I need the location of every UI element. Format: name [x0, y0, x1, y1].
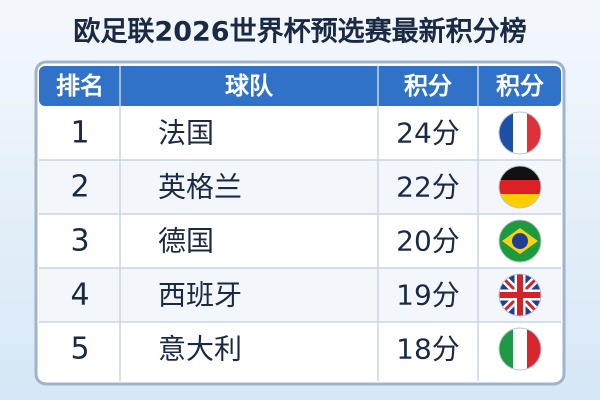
table-header — [39, 66, 561, 106]
team: 意大利 — [158, 333, 242, 366]
column-header: 排名 — [56, 72, 104, 100]
column-header: 球队 — [225, 72, 274, 100]
flag-italy — [498, 327, 542, 371]
flag-uk — [498, 273, 542, 317]
points: 20分 — [396, 225, 460, 258]
flag-germany — [498, 165, 542, 209]
points: 19分 — [396, 279, 460, 312]
table-frame — [34, 60, 566, 386]
row-stripes — [39, 160, 561, 322]
flag-france — [498, 111, 542, 155]
rank: 5 — [70, 332, 89, 367]
rank: 3 — [70, 224, 89, 259]
rank: 4 — [70, 278, 89, 313]
title: 欧足联2026世界杯预选赛最新积分榜 — [73, 16, 526, 48]
points: 18分 — [396, 333, 460, 366]
team: 德国 — [158, 225, 214, 258]
team: 英格兰 — [158, 171, 242, 204]
team: 西班牙 — [158, 279, 242, 312]
points: 22分 — [396, 171, 460, 204]
team: 法国 — [158, 117, 214, 150]
table-body: 1 法国 24分 2 英格兰 22分 3 德国 20分 4 西班牙 19分 5 意大利 18分 — [70, 116, 459, 367]
grid — [39, 66, 561, 381]
points: 24分 — [396, 117, 460, 150]
rank: 2 — [70, 170, 89, 205]
rank: 1 — [70, 116, 89, 151]
flag-brazil — [498, 219, 542, 263]
column-header: 积分 — [404, 72, 452, 100]
column-header: 积分 — [496, 72, 544, 100]
